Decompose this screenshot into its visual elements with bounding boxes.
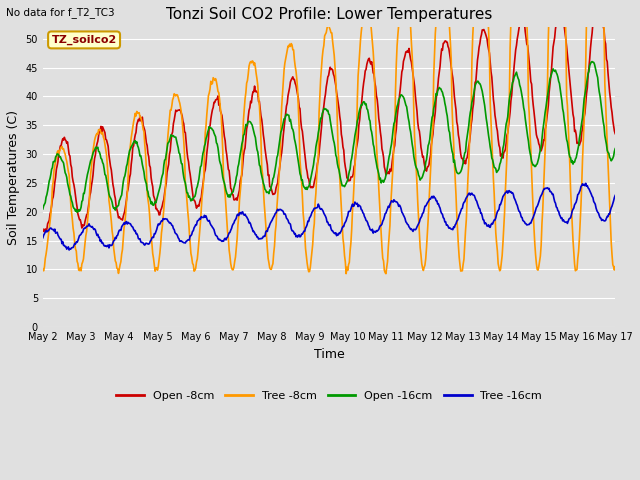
Open -16cm [197, 163, 205, 168]
Tree -16cm [109, 240, 116, 246]
Tree -8cm [417, 245, 424, 251]
Open -8cm [417, 135, 424, 141]
Open -16cm [39, 206, 47, 212]
Open -8cm [109, 181, 116, 187]
Tree -16cm [167, 221, 175, 227]
Open -8cm [39, 226, 47, 232]
Open -16cm [167, 132, 175, 138]
Line: Open -16cm: Open -16cm [43, 61, 615, 212]
Open -16cm [73, 209, 81, 215]
Tree -8cm [39, 266, 47, 272]
Tree -16cm [611, 192, 619, 198]
Line: Tree -8cm: Tree -8cm [43, 0, 615, 274]
Tree -8cm [196, 219, 204, 225]
Open -8cm [40, 228, 47, 234]
Line: Open -8cm: Open -8cm [43, 0, 615, 231]
Tree -16cm [417, 216, 424, 222]
Open -16cm [399, 94, 407, 100]
Open -16cm [611, 146, 619, 152]
Tree -16cm [39, 235, 47, 240]
Open -8cm [50, 188, 58, 193]
Title: Tonzi Soil CO2 Profile: Lower Temperatures: Tonzi Soil CO2 Profile: Lower Temperatur… [166, 7, 492, 22]
Open -16cm [109, 204, 116, 209]
Tree -8cm [166, 107, 174, 113]
Tree -16cm [399, 212, 407, 218]
Legend: Open -8cm, Tree -8cm, Open -16cm, Tree -16cm: Open -8cm, Tree -8cm, Open -16cm, Tree -… [111, 386, 547, 406]
Tree -16cm [49, 227, 57, 232]
Open -16cm [49, 159, 57, 165]
Tree -8cm [108, 228, 116, 234]
Tree -16cm [582, 180, 589, 186]
Tree -8cm [611, 264, 619, 270]
Text: No data for f_T2_TC3: No data for f_T2_TC3 [6, 7, 115, 18]
Tree -16cm [197, 214, 205, 219]
Tree -8cm [382, 271, 390, 276]
Open -16cm [588, 59, 596, 64]
Open -8cm [611, 131, 619, 136]
Open -8cm [167, 138, 175, 144]
Open -16cm [417, 177, 424, 183]
Y-axis label: Soil Temperatures (C): Soil Temperatures (C) [7, 110, 20, 245]
Tree -8cm [49, 179, 57, 185]
Line: Tree -16cm: Tree -16cm [43, 183, 615, 250]
Open -8cm [399, 59, 407, 64]
X-axis label: Time: Time [314, 348, 344, 360]
Text: TZ_soilco2: TZ_soilco2 [51, 35, 116, 45]
Open -8cm [197, 195, 205, 201]
Open -8cm [595, 0, 602, 2]
Tree -16cm [65, 247, 73, 253]
